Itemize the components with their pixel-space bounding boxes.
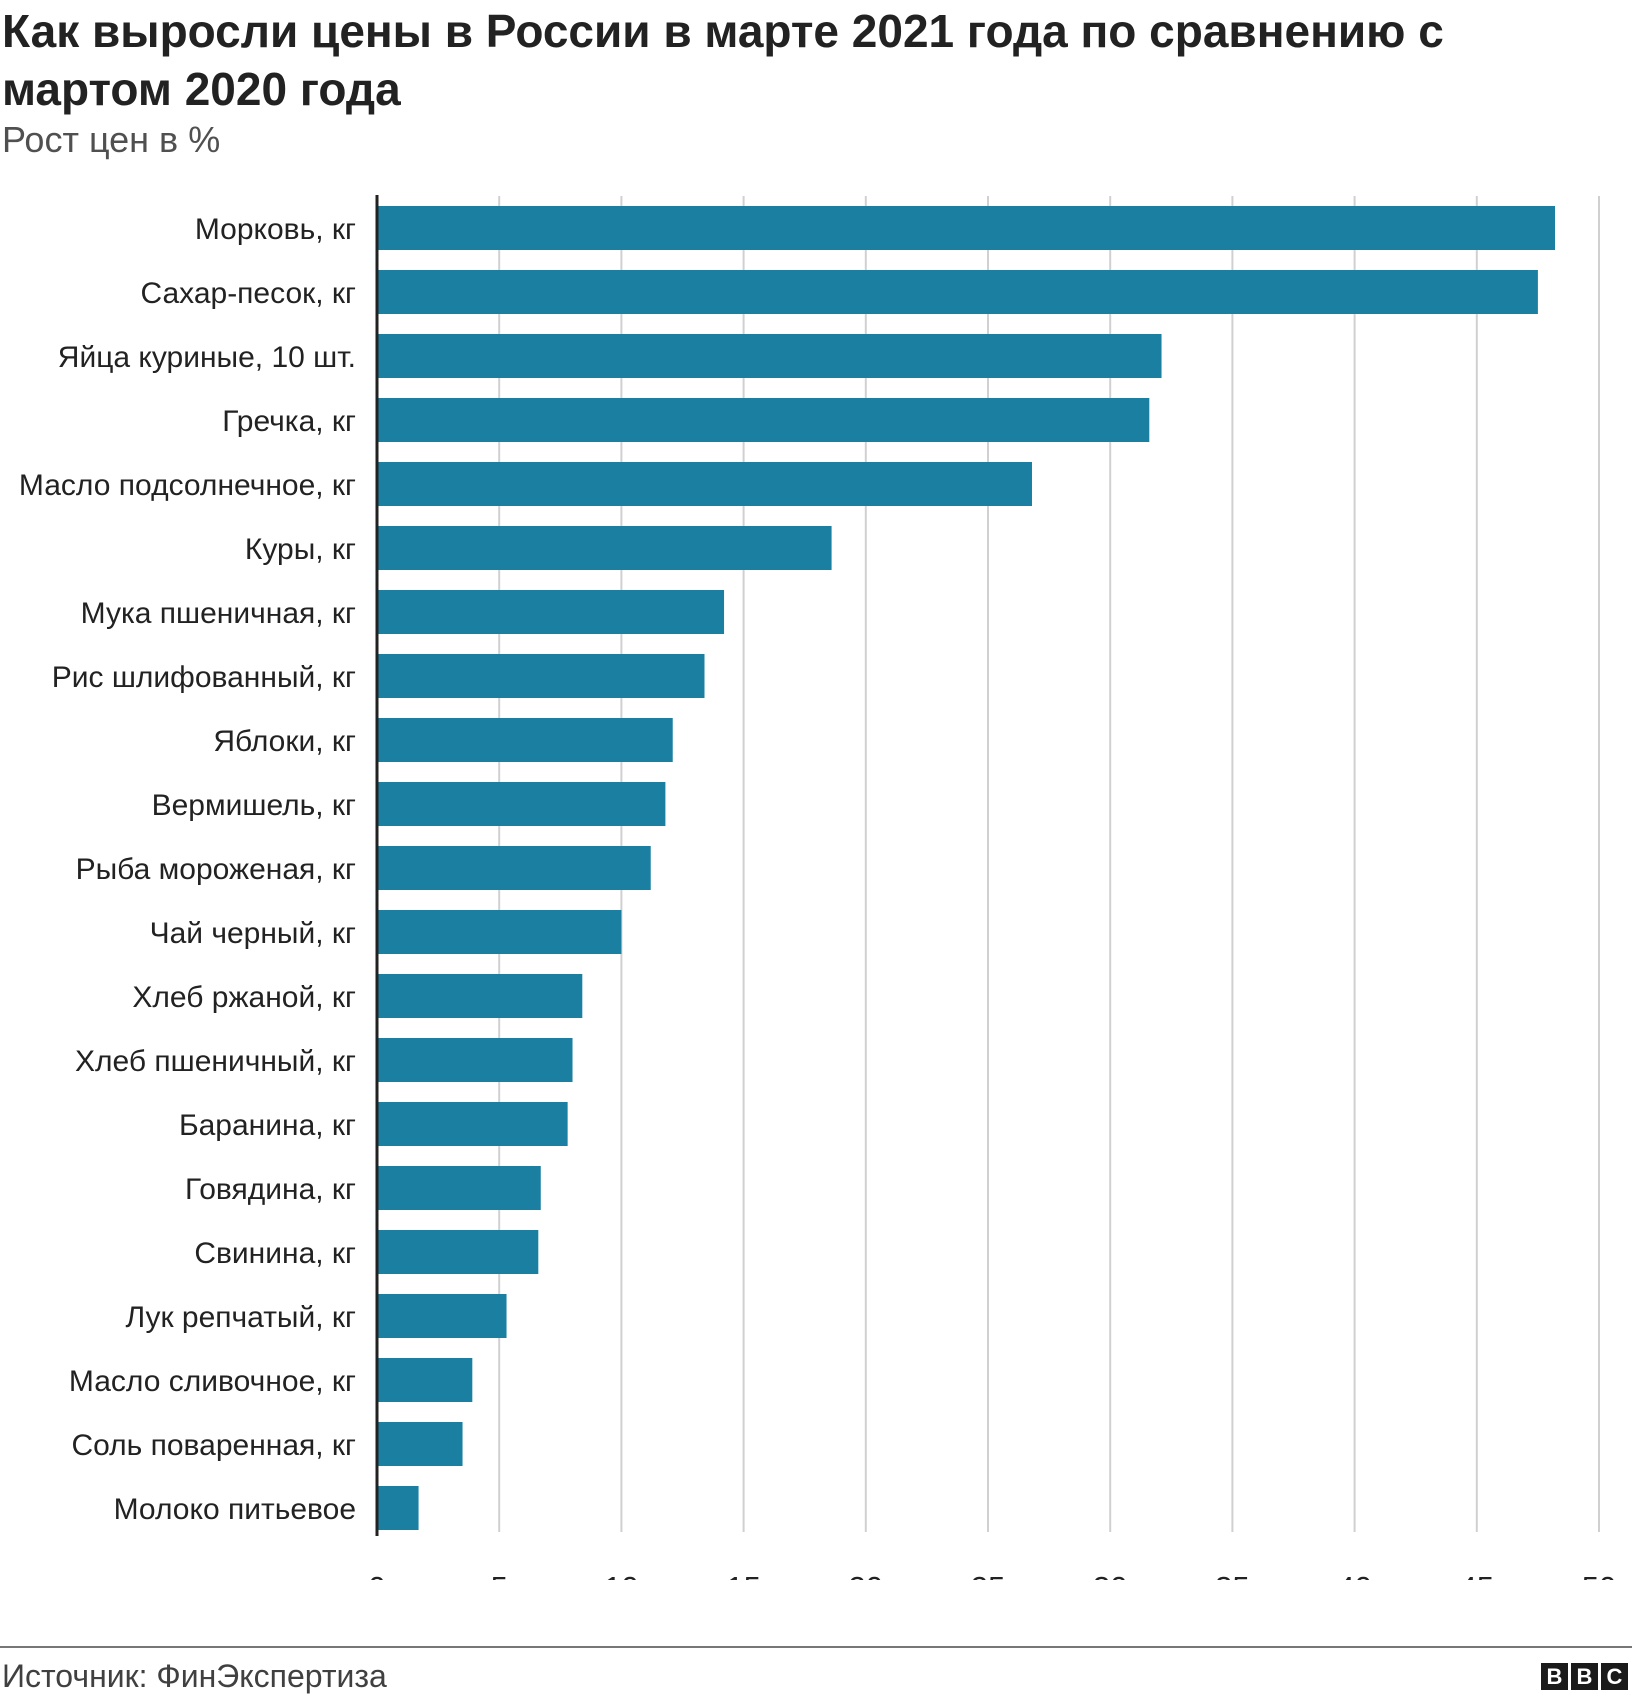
bar (377, 1102, 568, 1146)
x-tick-label: 40 (1337, 1570, 1371, 1580)
bar (377, 910, 622, 954)
category-label: Молоко питьевое (114, 1493, 356, 1526)
category-label: Сахар-песок, кг (140, 277, 356, 310)
category-label: Морковь, кг (195, 213, 356, 246)
bar (377, 590, 725, 634)
bar (377, 1294, 507, 1338)
bbc-logo-letter: B (1541, 1663, 1568, 1690)
bar (377, 206, 1556, 250)
category-label: Чай черный, кг (150, 917, 356, 950)
footer-divider (0, 1646, 1632, 1648)
x-tick-label: 0 (368, 1570, 385, 1580)
grid-lines (498, 196, 1600, 1532)
bbc-logo-letter: C (1601, 1663, 1628, 1690)
bar (377, 782, 666, 826)
x-tick-labels: 0 5 10 15 20 25 30 35 40 45 50 (368, 1570, 1616, 1580)
category-label: Баранина, кг (179, 1109, 356, 1142)
bbc-logo-letter: B (1571, 1663, 1598, 1690)
x-tick-label: 35 (1215, 1570, 1249, 1580)
bar (377, 270, 1538, 314)
bar (377, 974, 583, 1018)
category-label: Куры, кг (245, 533, 356, 566)
x-tick-label: 10 (604, 1570, 638, 1580)
x-tick-label: 50 (1582, 1570, 1616, 1580)
bar (377, 1422, 463, 1466)
category-label: Гречка, кг (222, 405, 356, 438)
category-label: Мука пшеничная, кг (81, 597, 356, 630)
bbc-logo: B B C (1541, 1663, 1628, 1690)
bar (377, 1486, 419, 1530)
x-tick-label: 5 (491, 1570, 508, 1580)
x-tick-label: 25 (971, 1570, 1005, 1580)
chart-subtitle: Рост цен в % (2, 119, 221, 160)
x-tick-label: 45 (1460, 1570, 1494, 1580)
bar (377, 654, 705, 698)
category-label: Лук репчатый, кг (125, 1301, 356, 1334)
bar (377, 718, 673, 762)
bar (377, 398, 1150, 442)
bar (377, 846, 651, 890)
category-label: Соль поваренная, кг (71, 1429, 356, 1462)
source-note: Источник: ФинЭкспертиза (2, 1658, 387, 1694)
x-tick-label: 15 (726, 1570, 760, 1580)
category-label: Яйца куриные, 10 шт. (58, 341, 356, 374)
bar-chart: Морковь, кг Сахар-песок, кг Яйца куриные, … (19, 195, 1616, 1580)
category-label: Хлеб пшеничный, кг (75, 1045, 356, 1078)
bar (377, 1358, 473, 1402)
category-label: Говядина, кг (185, 1173, 356, 1206)
category-label: Яблоки, кг (213, 725, 356, 758)
x-tick-label: 20 (849, 1570, 883, 1580)
category-label: Масло сливочное, кг (69, 1365, 356, 1398)
bar (377, 526, 832, 570)
bar (377, 334, 1162, 378)
bar (377, 462, 1032, 506)
bar (377, 1230, 539, 1274)
category-label: Хлеб ржаной, кг (132, 981, 356, 1014)
x-tick-label: 30 (1093, 1570, 1127, 1580)
category-label: Рыба мороженая, кг (76, 853, 356, 886)
category-label: Вермишель, кг (152, 789, 356, 822)
bar (377, 1038, 573, 1082)
category-label: Масло подсолнечное, кг (19, 469, 356, 502)
category-labels: Морковь, кг Сахар-песок, кг Яйца куриные, … (19, 213, 356, 1526)
bar (377, 1166, 541, 1210)
category-label: Свинина, кг (194, 1237, 356, 1270)
category-label: Рис шлифованный, кг (52, 661, 356, 694)
chart-title: Как выросли цены в России в марте 2021 г… (2, 5, 1444, 115)
bars (377, 206, 1556, 1530)
